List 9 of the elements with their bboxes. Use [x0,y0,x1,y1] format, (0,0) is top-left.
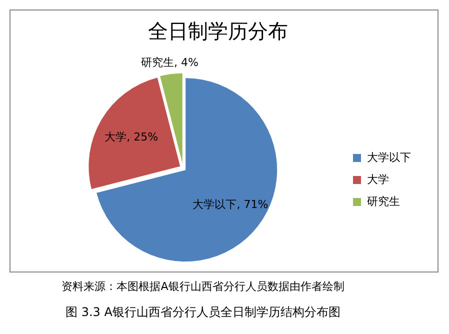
legend-label: 大学以下 [367,151,411,164]
caption: 图 3.3 A银行山西省分行人员全日制学历结构分布图 [66,305,340,319]
chart-title: 全日制学历分布 [148,19,288,43]
data-label: 研究生, 4% [140,56,198,69]
legend-label: 大学 [367,173,389,186]
text: 资料来源：本图根据A银行山西省分行人员数据由作者绘制 [62,280,344,293]
legend-label: 研究生 [367,195,400,208]
data-label: 大学, 25% [104,130,158,144]
data-label: 大学以下, 71% [192,198,268,211]
